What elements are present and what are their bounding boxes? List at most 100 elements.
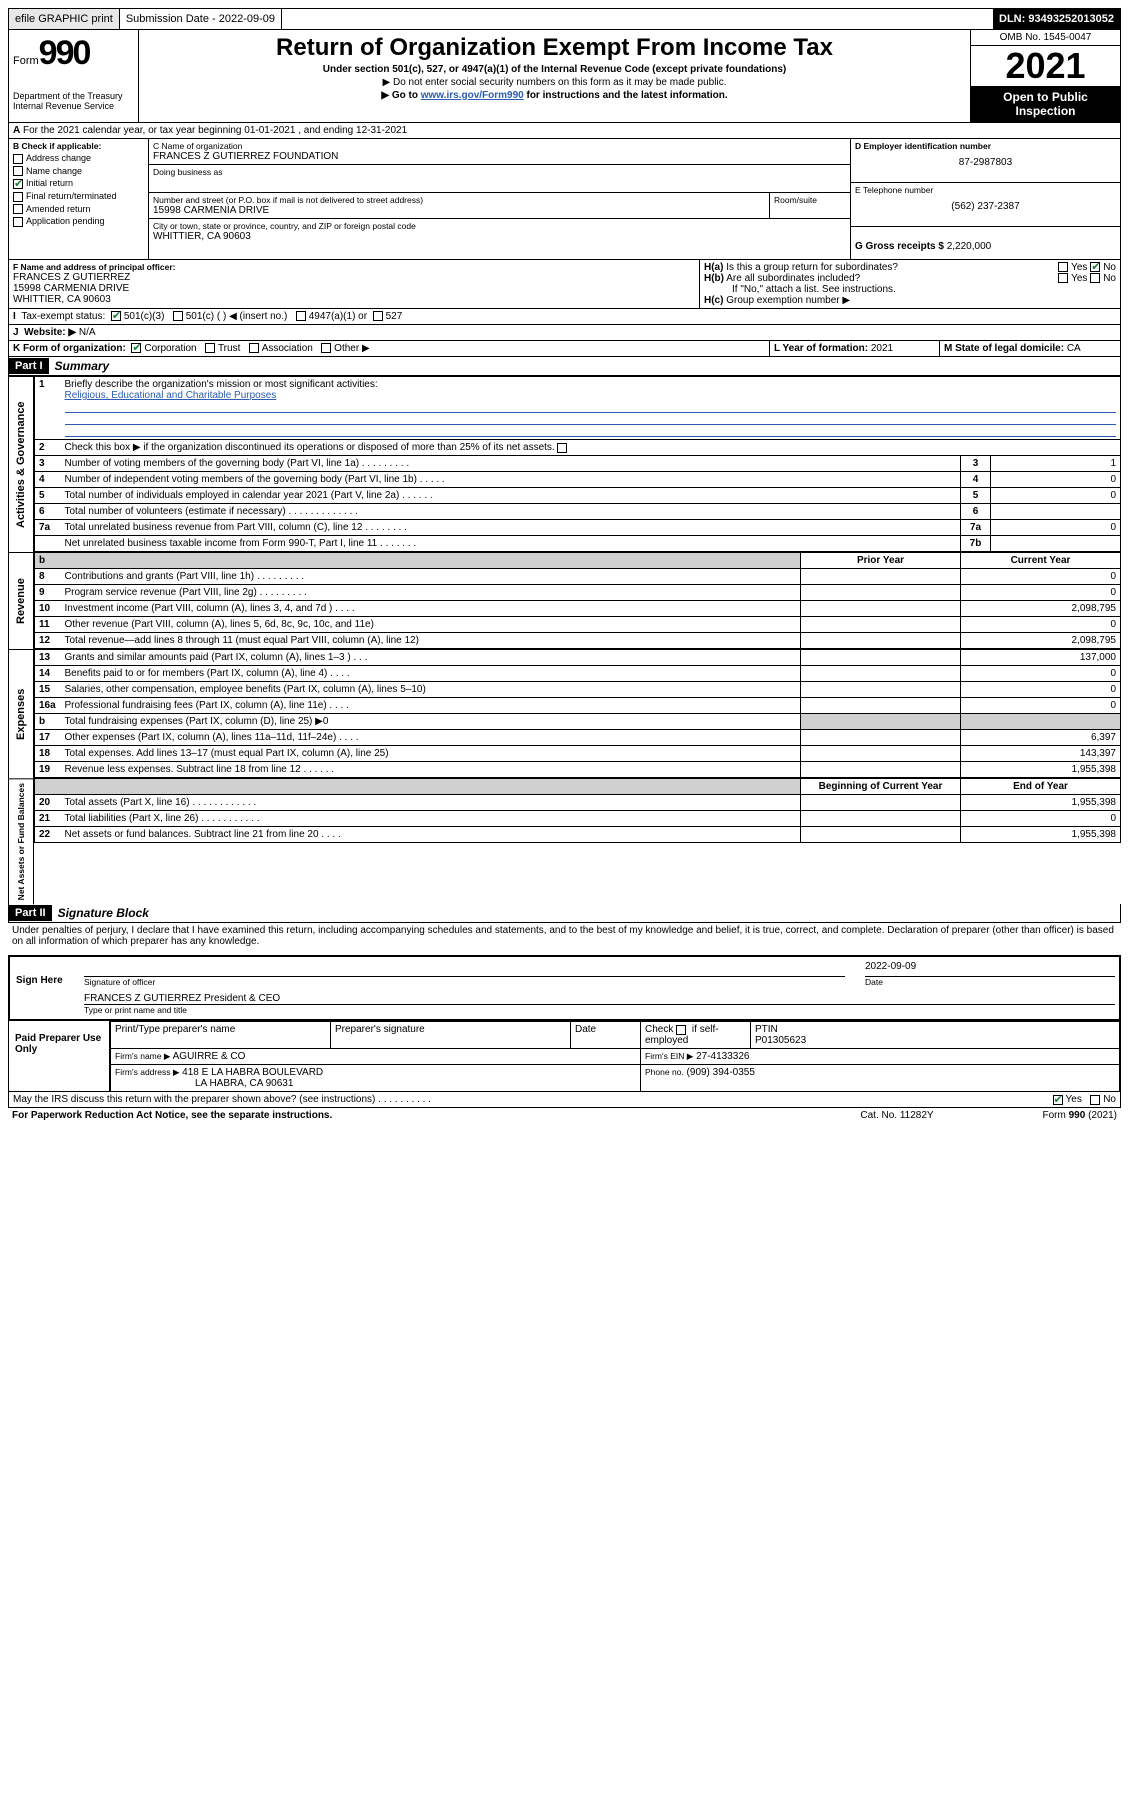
ha-yes: Yes	[1071, 262, 1087, 273]
vlabel-expenses: Expenses	[8, 649, 34, 778]
k-checkbox-0[interactable]	[131, 343, 141, 353]
ptin-value: P01305623	[755, 1035, 806, 1046]
dln: DLN: 93493252013052	[993, 9, 1120, 29]
officer-name: FRANCES Z GUTIERREZ	[13, 272, 695, 283]
section-f: F Name and address of principal officer:…	[9, 260, 700, 308]
hb-no: No	[1103, 273, 1116, 284]
perjury-statement: Under penalties of perjury, I declare th…	[8, 923, 1121, 949]
i-opt2: 501(c) ( ) ◀ (insert no.)	[186, 311, 288, 322]
line-j: J Website: ▶ N/A	[8, 325, 1121, 341]
q2-checkbox[interactable]	[557, 443, 567, 453]
b-item-1: Name change	[13, 166, 144, 177]
ha-yes-checkbox[interactable]	[1058, 262, 1068, 272]
paid-preparer-block: Paid Preparer Use Only Print/Type prepar…	[8, 1021, 1121, 1092]
form-label: Form	[13, 55, 39, 67]
f-label: F Name and address of principal officer:	[13, 262, 695, 272]
line-a: A For the 2021 calendar year, or tax yea…	[8, 123, 1121, 139]
room-label: Room/suite	[774, 195, 846, 205]
501c-checkbox[interactable]	[173, 311, 183, 321]
firm-ein-label: Firm's EIN ▶	[645, 1051, 693, 1061]
efile-label[interactable]: efile GRAPHIC print	[9, 9, 120, 29]
q2-text: Check this box ▶ if the organization dis…	[61, 440, 1121, 456]
open-to-public: Open to Public Inspection	[971, 86, 1120, 122]
revenue-table: b Prior Year Current Year 8Contributions…	[34, 552, 1121, 649]
cat-no: Cat. No. 11282Y	[817, 1110, 977, 1121]
dept-label: Department of the Treasury	[13, 91, 134, 101]
m-label: M State of legal domicile:	[944, 343, 1064, 354]
j-label: Website: ▶	[24, 327, 76, 338]
hb-no-checkbox[interactable]	[1090, 273, 1100, 283]
b-item-5: Application pending	[13, 216, 144, 227]
b-checkbox-5[interactable]	[13, 217, 23, 227]
current-year-header: Current Year	[961, 553, 1121, 569]
b-checkbox-0[interactable]	[13, 154, 23, 164]
netassets-table: Beginning of Current Year End of Year 20…	[34, 778, 1121, 843]
vlabel-netassets: Net Assets or Fund Balances	[8, 778, 34, 904]
firm-addr-label: Firm's address ▶	[115, 1067, 179, 1077]
street-value: 15998 CARMENIA DRIVE	[153, 205, 765, 216]
e-label: E Telephone number	[855, 185, 1116, 195]
b-item-2: Initial return	[13, 178, 144, 189]
g-label: G Gross receipts $	[855, 241, 944, 252]
d-label: D Employer identification number	[855, 141, 1116, 151]
line-a-text: For the 2021 calendar year, or tax year …	[23, 125, 407, 136]
mission-text[interactable]: Religious, Educational and Charitable Pu…	[65, 390, 277, 401]
form-title: Return of Organization Exempt From Incom…	[147, 34, 962, 62]
form-header: Form990 Department of the Treasury Inter…	[8, 30, 1121, 123]
discuss-yes-checkbox[interactable]	[1053, 1095, 1063, 1105]
b-checkbox-1[interactable]	[13, 166, 23, 176]
end-year-header: End of Year	[961, 779, 1121, 795]
i-opt1: 501(c)(3)	[124, 311, 165, 322]
c-name-label: C Name of organization	[153, 141, 846, 151]
ha-no: No	[1103, 262, 1116, 273]
prep-date-label: Date	[571, 1022, 641, 1049]
ptin-label: PTIN	[755, 1024, 778, 1035]
part1-title: Summary	[49, 357, 116, 375]
k-checkbox-3[interactable]	[321, 343, 331, 353]
dba-label: Doing business as	[153, 167, 846, 177]
k-label: K Form of organization:	[13, 343, 126, 354]
tax-year: 2021	[971, 46, 1120, 86]
l-label: L Year of formation:	[774, 343, 868, 354]
k-checkbox-1[interactable]	[205, 343, 215, 353]
expenses-table: 13Grants and similar amounts paid (Part …	[34, 649, 1121, 778]
vlabel-revenue: Revenue	[8, 552, 34, 649]
officer-street: 15998 CARMENIA DRIVE	[13, 283, 695, 294]
city-label: City or town, state or province, country…	[153, 221, 846, 231]
b-checkbox-3[interactable]	[13, 192, 23, 202]
instructions-link[interactable]: www.irs.gov/Form990	[421, 90, 524, 101]
ein-value: 87-2987803	[855, 157, 1116, 168]
domicile-state: CA	[1067, 343, 1081, 354]
hb-yes-checkbox[interactable]	[1058, 273, 1068, 283]
self-employed-checkbox[interactable]	[676, 1025, 686, 1035]
prior-year-header: Prior Year	[801, 553, 961, 569]
phone-label: Phone no.	[645, 1067, 684, 1077]
prep-name-label: Print/Type preparer's name	[111, 1022, 331, 1049]
527-checkbox[interactable]	[373, 311, 383, 321]
4947-checkbox[interactable]	[296, 311, 306, 321]
k-checkbox-2[interactable]	[249, 343, 259, 353]
officer-printed-name: FRANCES Z GUTIERREZ President & CEO	[84, 993, 1115, 1005]
b-checkbox-2[interactable]	[13, 179, 23, 189]
irs-label: Internal Revenue Service	[13, 101, 134, 111]
firm-name-label: Firm's name ▶	[115, 1051, 170, 1061]
discuss-no-checkbox[interactable]	[1090, 1095, 1100, 1105]
paperwork-notice: For Paperwork Reduction Act Notice, see …	[12, 1110, 817, 1121]
prep-sig-label: Preparer's signature	[331, 1022, 571, 1049]
b-item-3: Final return/terminated	[13, 191, 144, 202]
firm-addr2: LA HABRA, CA 90631	[195, 1078, 293, 1089]
firm-ein: 27-4133326	[696, 1051, 749, 1062]
b-checkbox-4[interactable]	[13, 204, 23, 214]
gross-receipts: 2,220,000	[947, 241, 992, 252]
ha-no-checkbox[interactable]	[1090, 262, 1100, 272]
b-item-4: Amended return	[13, 204, 144, 215]
line-k: K Form of organization: Corporation Trus…	[9, 341, 770, 356]
vlabel-governance: Activities & Governance	[8, 376, 34, 552]
501c3-checkbox[interactable]	[111, 311, 121, 321]
ha-text: Is this a group return for subordinates?	[726, 262, 898, 273]
sign-here-block: Sign Here Signature of officer 2022-09-0…	[8, 955, 1121, 1021]
governance-table: 1 Briefly describe the organization's mi…	[34, 376, 1121, 552]
i-opt3: 4947(a)(1) or	[309, 311, 367, 322]
form-subtitle: Under section 501(c), 527, or 4947(a)(1)…	[147, 64, 962, 75]
phone-value: (909) 394-0355	[687, 1067, 755, 1078]
